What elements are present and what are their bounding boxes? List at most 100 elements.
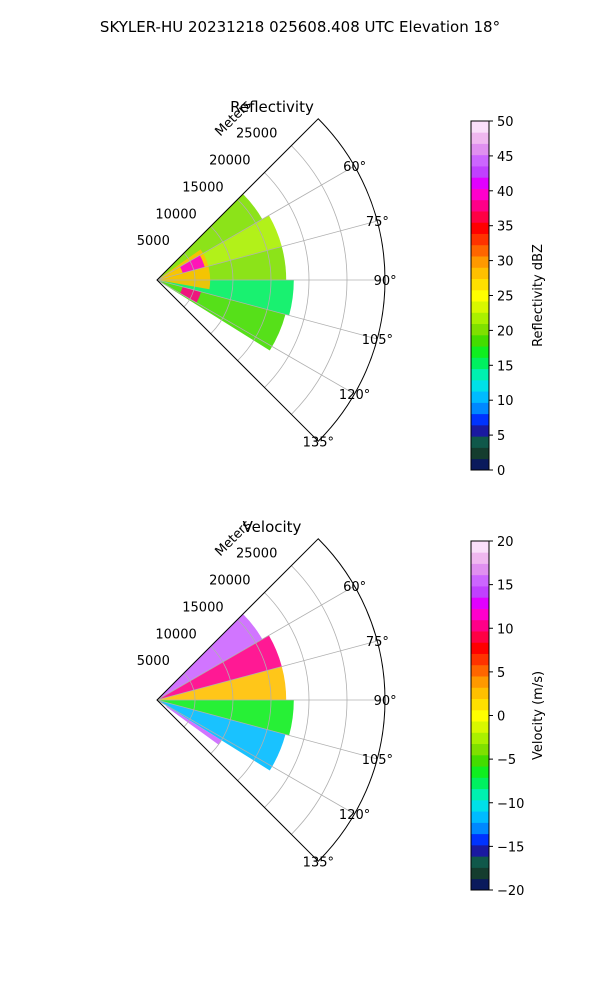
colorbar-segment-20 — [471, 653, 489, 666]
colorbar-segment-12 — [471, 323, 489, 336]
colorbar-tick-label-0: −20 — [497, 884, 524, 899]
colorbar-tick-label-5: 5 — [497, 666, 505, 681]
colorbar-tick-label-8: 40 — [497, 185, 514, 200]
colorbar-segment-5 — [471, 402, 489, 415]
reflectivity-angle-ticks: 60° 75° 90° 105° 120° 135° — [303, 160, 397, 450]
echo-region-0 — [157, 614, 263, 700]
grid-ring-4 — [264, 172, 310, 388]
colorbar-segment-9 — [471, 357, 489, 370]
reflectivity-colorbar-label: Reflectivity dBZ — [531, 244, 546, 347]
colorbar-segment-19 — [471, 244, 489, 257]
theta-tick-label-0: 60° — [343, 580, 366, 595]
theta-tick-label-5: 135° — [303, 435, 334, 450]
colorbar-tick-label-1: −15 — [497, 840, 524, 855]
theta-tick-label-4: 120° — [339, 808, 370, 823]
colorbar-segment-27 — [471, 154, 489, 167]
colorbar-segment-10 — [471, 346, 489, 358]
colorbar-tick-label-4: 0 — [497, 710, 505, 725]
velocity-polar-grid — [156, 565, 385, 835]
theta-tick-label-3: 105° — [362, 333, 393, 348]
grid-ring-5 — [291, 145, 348, 415]
reflectivity-title: Reflectivity — [230, 98, 314, 116]
colorbar-tick-label-1: 5 — [497, 429, 505, 444]
colorbar-segment-30 — [471, 541, 489, 553]
theta-tick-label-2: 90° — [374, 694, 397, 709]
reflectivity-polar-grid — [156, 145, 385, 415]
colorbar-segment-13 — [471, 312, 489, 325]
colorbar-segment-15 — [471, 289, 489, 302]
colorbar-segment-19 — [471, 664, 489, 677]
velocity-sector-frame — [156, 538, 386, 862]
colorbar-segment-4 — [471, 833, 489, 846]
r-tick-label-2: 15000 — [182, 600, 223, 615]
theta-tick-label-3: 105° — [362, 753, 393, 768]
colorbar-segment-29 — [471, 132, 489, 144]
colorbar-segment-16 — [471, 278, 489, 291]
colorbar-segment-17 — [471, 267, 489, 280]
grid-ring-1 — [183, 672, 196, 728]
colorbar-segment-14 — [471, 721, 489, 733]
colorbar-segment-9 — [471, 777, 489, 790]
reflectivity-colorbar-ticks: 0 5 10 15 20 25 30 35 40 45 50 — [489, 115, 514, 479]
r-tick-label-3: 20000 — [209, 574, 250, 589]
r-tick-label-3: 20000 — [209, 154, 250, 169]
colorbar-tick-label-2: −10 — [497, 797, 524, 812]
colorbar-tick-label-2: 10 — [497, 394, 514, 409]
colorbar-tick-label-7: 35 — [497, 220, 514, 235]
colorbar-tick-label-0: 0 — [497, 464, 505, 479]
colorbar-segment-12 — [471, 743, 489, 756]
colorbar-segment-15 — [471, 709, 489, 722]
colorbar-tick-label-5: 25 — [497, 290, 514, 305]
colorbar-tick-label-6: 30 — [497, 255, 514, 270]
theta-tick-label-4: 120° — [339, 388, 370, 403]
sector-outline — [156, 118, 386, 442]
echo-region-5 — [166, 706, 222, 745]
colorbar-segment-4 — [471, 413, 489, 426]
colorbar-segment-27 — [471, 574, 489, 587]
colorbar-segment-14 — [471, 301, 489, 313]
colorbar-segment-0 — [471, 458, 489, 471]
colorbar-segment-6 — [471, 391, 489, 403]
colorbar-segment-8 — [471, 368, 489, 381]
sector-outline — [156, 538, 386, 862]
r-tick-label-1: 10000 — [155, 207, 196, 222]
colorbar-segment-25 — [471, 597, 489, 609]
colorbar-segment-1 — [471, 447, 489, 460]
colorbar-tick-label-3: 15 — [497, 359, 514, 374]
colorbar-segment-26 — [471, 586, 489, 598]
colorbar-segment-17 — [471, 687, 489, 700]
r-tick-label-2: 15000 — [182, 180, 223, 195]
colorbar-segment-8 — [471, 788, 489, 801]
colorbar-segment-21 — [471, 642, 489, 654]
colorbar-segment-16 — [471, 698, 489, 711]
reflectivity-colorbar — [470, 120, 490, 471]
colorbar-segment-26 — [471, 166, 489, 178]
colorbar-segment-29 — [471, 552, 489, 564]
colorbar-segment-30 — [471, 121, 489, 133]
r-tick-label-1: 10000 — [155, 627, 196, 642]
colorbar-segment-18 — [471, 676, 489, 688]
colorbar-segment-21 — [471, 222, 489, 234]
colorbar-tick-label-4: 20 — [497, 324, 514, 339]
reflectivity-panel: Reflectivity 5000 10000 15000 20000 25000 60… — [137, 97, 546, 479]
colorbar-tick-label-3: −5 — [497, 753, 516, 768]
colorbar-segment-6 — [471, 811, 489, 823]
colorbar-segment-22 — [471, 631, 489, 643]
colorbar-segment-20 — [471, 233, 489, 246]
theta-tick-label-5: 135° — [303, 855, 334, 870]
r-tick-label-4: 25000 — [236, 127, 277, 142]
velocity-title: Velocity — [243, 518, 302, 536]
colorbar-tick-label-7: 15 — [497, 579, 514, 594]
theta-tick-label-1: 75° — [366, 635, 389, 650]
grid-ring-1 — [183, 252, 196, 308]
theta-tick-label-1: 75° — [366, 215, 389, 230]
echo-region-1 — [157, 635, 282, 700]
r-tick-label-4: 25000 — [236, 547, 277, 562]
colorbar-segment-23 — [471, 199, 489, 212]
r-tick-label-0: 5000 — [137, 234, 170, 249]
echo-region-4 — [157, 700, 286, 771]
colorbar-segment-2 — [471, 436, 489, 448]
velocity-colorbar — [470, 540, 490, 891]
colorbar-segment-23 — [471, 619, 489, 632]
colorbar-segment-7 — [471, 379, 489, 392]
